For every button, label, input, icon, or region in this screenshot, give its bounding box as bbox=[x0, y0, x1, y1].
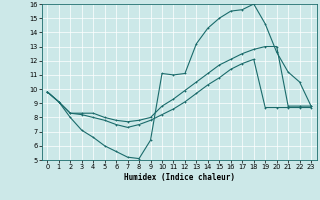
X-axis label: Humidex (Indice chaleur): Humidex (Indice chaleur) bbox=[124, 173, 235, 182]
